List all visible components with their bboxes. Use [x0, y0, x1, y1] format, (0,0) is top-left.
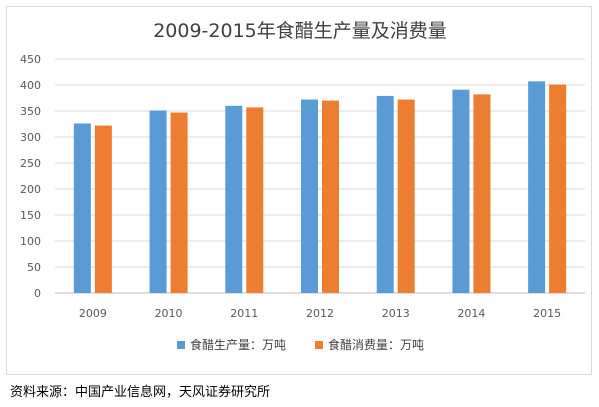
- chart-svg: 2009-2015年食醋生产量及消费量 0 50 100 150 200 250 300 35…: [20, 20, 585, 352]
- legend-label-consumption: 食醋消费量：万吨: [328, 337, 424, 352]
- y-tick-label: 250: [20, 157, 41, 170]
- x-tick-label: 2012: [306, 307, 334, 320]
- y-tick-label: 0: [34, 287, 41, 300]
- bar-consumption: [473, 94, 491, 293]
- y-tick-label: 350: [20, 105, 41, 118]
- y-tick-label: 400: [20, 79, 41, 92]
- legend: 食醋生产量：万吨 食醋消费量：万吨: [177, 337, 424, 352]
- y-tick-label: 50: [27, 261, 41, 274]
- bar-production: [225, 105, 243, 293]
- x-tick-label: 2009: [79, 307, 107, 320]
- bar-consumption: [246, 107, 264, 293]
- bar-production: [452, 89, 470, 294]
- y-tick-label: 200: [20, 183, 41, 196]
- y-axis-ticks: 0 50 100 150 200 250 300 350 400 450: [20, 53, 41, 300]
- bars: [73, 81, 567, 294]
- bar-production: [149, 110, 167, 293]
- y-tick-label: 300: [20, 131, 41, 144]
- y-tick-label: 450: [20, 53, 41, 66]
- y-tick-label: 100: [20, 235, 41, 248]
- bar-consumption: [549, 84, 567, 293]
- bar-consumption: [397, 99, 415, 293]
- legend-swatch-production: [177, 341, 185, 349]
- x-tick-label: 2014: [457, 307, 485, 320]
- bar-consumption: [94, 125, 112, 293]
- bar-production: [528, 81, 546, 293]
- bar-consumption: [170, 112, 188, 293]
- x-tick-label: 2015: [533, 307, 561, 320]
- legend-swatch-consumption: [315, 341, 323, 349]
- grid-layer: [55, 58, 585, 294]
- chart-title: 2009-2015年食醋生产量及消费量: [153, 20, 447, 42]
- x-tick-label: 2013: [382, 307, 410, 320]
- x-axis-ticks: 2009 2010 2011 2012 2013 2014 2015: [79, 307, 561, 320]
- bar-consumption: [322, 100, 339, 293]
- source-caption: 资料来源：中国产业信息网，天风证券研究所: [10, 385, 271, 400]
- bar-production: [73, 123, 91, 293]
- bar-production: [376, 95, 394, 293]
- legend-label-production: 食醋生产量：万吨: [190, 337, 286, 352]
- chart-frame: 2009-2015年食醋生产量及消费量 0 50 100 150 200 250 300 35…: [6, 6, 592, 375]
- x-tick-label: 2010: [155, 307, 183, 320]
- y-tick-label: 150: [20, 209, 41, 222]
- bar-production: [301, 99, 318, 293]
- x-tick-label: 2011: [230, 307, 258, 320]
